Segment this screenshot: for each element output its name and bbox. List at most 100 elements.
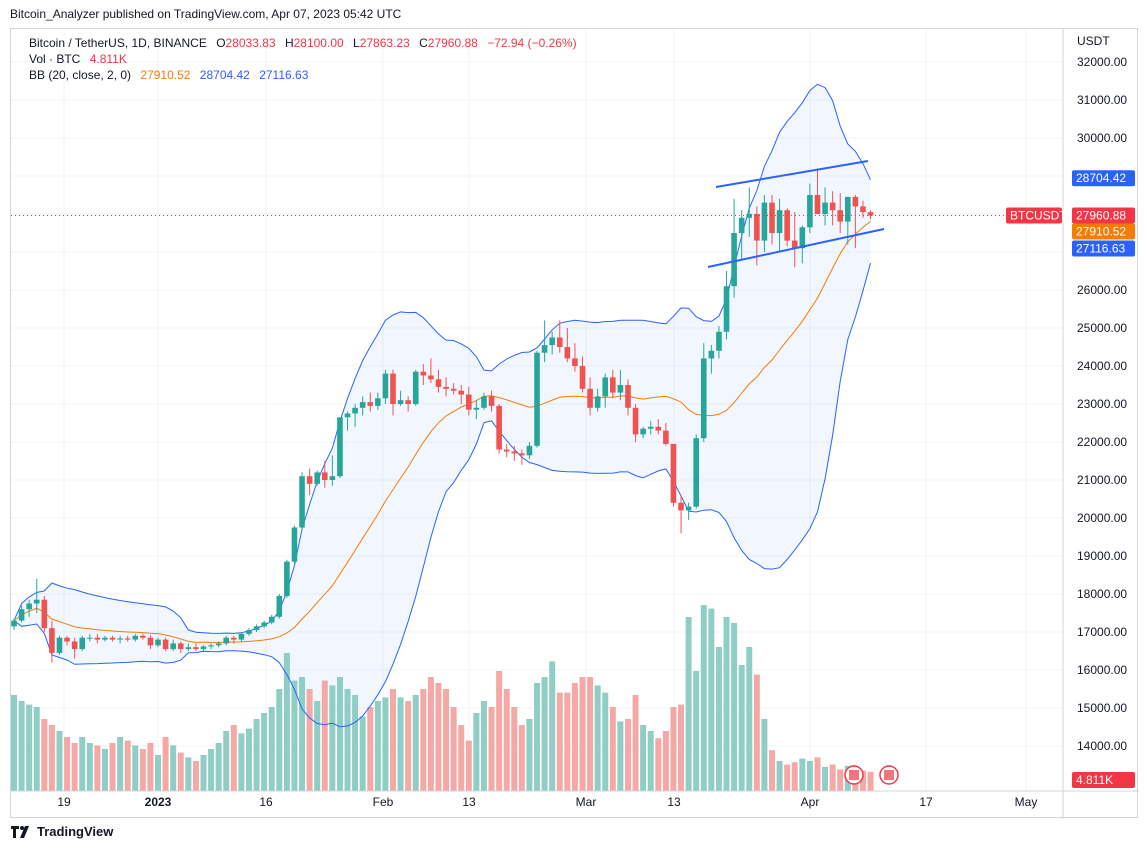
candle-body	[549, 337, 555, 346]
candle-body	[769, 202, 775, 233]
candle-body	[488, 396, 495, 406]
candle-body	[867, 212, 874, 216]
price-axis-tick: 31000.00	[1077, 93, 1127, 107]
volume-bar	[723, 617, 730, 791]
volume-bar	[48, 725, 55, 791]
legend-high-label: H	[284, 36, 294, 50]
legend-volume-row: Vol · BTC 4.811K	[29, 51, 127, 67]
candle-body	[587, 388, 593, 408]
candle-body	[503, 449, 510, 452]
price-axis-tick: 19000.00	[1077, 549, 1127, 563]
chart-frame[interactable]: USDT32000.0031000.0030000.0029000.002800…	[10, 28, 1139, 819]
upper-band-tag-bg	[1072, 170, 1135, 187]
candle-body	[632, 407, 639, 435]
volume-bar	[374, 701, 381, 791]
candle-body	[807, 195, 813, 228]
candle-body	[26, 603, 32, 610]
candle-body	[412, 371, 419, 404]
candle-body	[215, 643, 222, 646]
candle-body	[428, 375, 434, 380]
price-axis-tick: 23000.00	[1077, 397, 1127, 411]
price-axis-tick: 22000.00	[1077, 435, 1127, 449]
candle-body	[140, 635, 146, 638]
candle-body	[276, 595, 283, 617]
candle-body	[41, 599, 48, 629]
candle-body	[352, 407, 358, 414]
price-chart[interactable]: USDT32000.0031000.0030000.0029000.002800…	[11, 29, 1139, 819]
volume-bar	[784, 764, 791, 791]
candle-body	[716, 331, 722, 351]
candle-body	[231, 637, 237, 640]
candle-body	[321, 472, 328, 480]
last-price-tag-bg	[1072, 207, 1135, 224]
volume-bar	[230, 725, 237, 791]
candle-body	[572, 358, 578, 366]
candle-body	[723, 286, 730, 332]
candle-body	[822, 202, 828, 214]
volume-bar	[708, 608, 715, 791]
volume-bar	[200, 755, 207, 791]
volume-bar	[526, 719, 533, 791]
candle-body	[647, 426, 654, 429]
volume-bar	[473, 713, 480, 791]
candle-body	[337, 417, 343, 477]
volume-bar	[268, 707, 275, 791]
volume-bar	[867, 771, 874, 791]
volume-bar	[405, 701, 412, 791]
candle-body	[367, 402, 374, 406]
symbol-tag-bg	[1006, 207, 1062, 224]
candle-body	[56, 637, 63, 653]
volume-bar	[534, 683, 541, 791]
candle-body	[556, 337, 563, 347]
candle-body	[496, 405, 502, 450]
time-axis-tick: 13	[462, 795, 476, 809]
volume-bar	[177, 752, 184, 791]
volume-bar	[647, 731, 654, 791]
volume-bar	[587, 677, 594, 791]
time-axis-tick: 16	[259, 795, 273, 809]
candle-body	[860, 206, 866, 213]
candle-body	[579, 366, 586, 389]
volume-bar	[662, 731, 669, 791]
volume-bar	[488, 707, 495, 791]
volume-bar	[791, 762, 798, 791]
candle-body	[284, 561, 290, 596]
candle-body	[299, 476, 305, 528]
legend-open: 28033.83	[225, 36, 276, 50]
bb-lower-line	[13, 262, 871, 728]
time-axis-tick: Feb	[373, 795, 394, 809]
candle-body	[791, 240, 798, 249]
candle-body	[420, 371, 427, 376]
tradingview-logo[interactable]: TradingView	[11, 824, 113, 839]
candle-body	[814, 195, 821, 214]
candle-body	[306, 476, 313, 484]
volume-bar	[238, 733, 245, 791]
candle-body	[602, 377, 609, 397]
volume-bar	[314, 701, 321, 791]
volume-bar	[26, 704, 33, 791]
volume-bar	[352, 695, 359, 791]
candle-body	[534, 352, 540, 446]
volume-bar	[799, 758, 806, 791]
candle-body	[731, 233, 737, 287]
volume-bar	[382, 697, 389, 791]
volume-bar	[731, 623, 738, 791]
volume-bar	[465, 740, 472, 791]
legend-bb-upper: 28704.42	[199, 68, 250, 82]
time-axis-tick: 13	[667, 795, 681, 809]
volume-bar	[253, 719, 260, 791]
volume-bar	[427, 677, 434, 791]
volume-bar	[132, 745, 139, 791]
time-axis-tick: 2023	[145, 795, 172, 809]
candle-body	[87, 637, 93, 639]
legend-volume-label: Vol · BTC	[29, 52, 81, 66]
candle-body	[155, 639, 161, 646]
candle-body	[359, 402, 366, 408]
volume-bar	[594, 685, 601, 791]
volume-bar	[753, 674, 760, 791]
candle-body	[754, 214, 760, 241]
volume-bar	[321, 680, 328, 791]
upper-band-tag: 28704.42	[1076, 171, 1126, 185]
legend-change: −72.94 (−0.26%)	[487, 36, 577, 50]
volume-bar	[109, 743, 116, 791]
